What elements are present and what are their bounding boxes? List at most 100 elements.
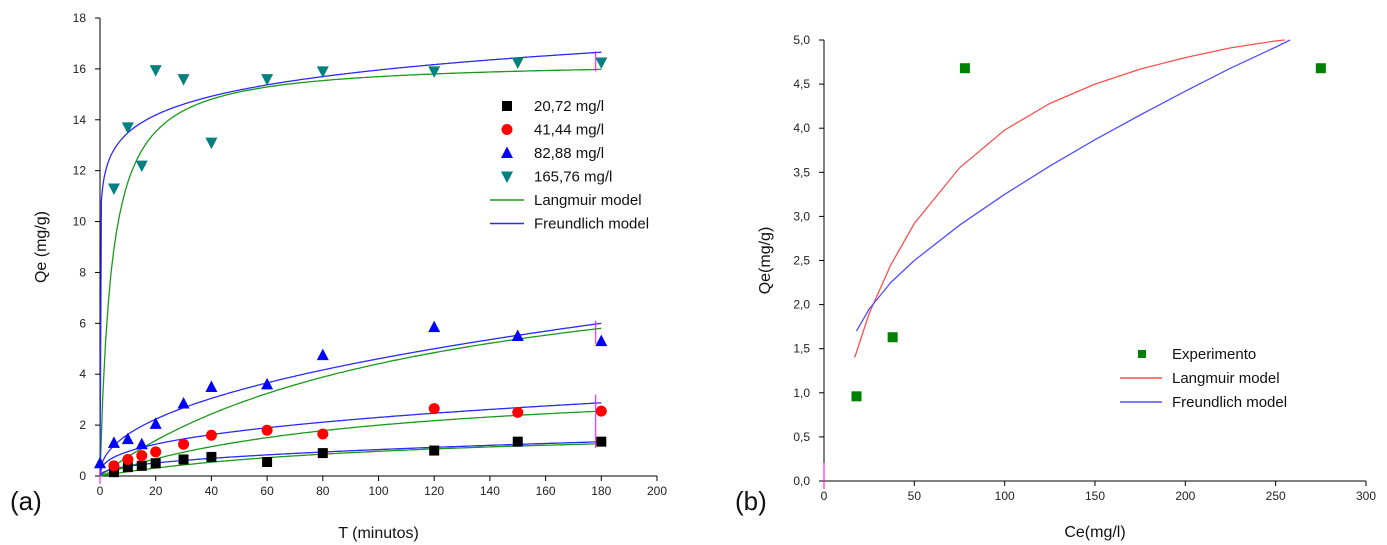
data-point	[150, 446, 162, 458]
y-axis-title: Qe(mg/g)	[757, 227, 774, 295]
data-point	[107, 183, 120, 195]
langmuir-fit-line	[99, 68, 602, 477]
data-point	[511, 57, 524, 70]
model-curve	[855, 39, 1291, 332]
legend-label: 165,76 mg/l	[534, 169, 612, 186]
data-point	[94, 456, 106, 469]
legend-label: Experimento	[1172, 346, 1256, 363]
legend-label: 41,44 mg/l	[534, 122, 604, 139]
data-point	[262, 457, 273, 468]
y-tick-label: 0	[79, 469, 86, 483]
x-tick-label: 300	[1356, 489, 1376, 503]
data-point	[205, 137, 218, 150]
data-point	[595, 334, 608, 347]
chart-panel-b: 0 50 100 150 200 250 300 0,0 0,5 1,0 1,5 2,0 2,5 3,0 3…	[757, 33, 1376, 541]
x-tick-label: 0	[821, 489, 828, 503]
data-point	[177, 74, 190, 86]
data-point	[150, 458, 161, 469]
legend-symbol	[501, 124, 513, 135]
chart-panel-a: 0 20 40 60 80 100 120 140 160 180 200 0 2 4 6 8 10 12 14 16…	[33, 11, 667, 542]
data-point	[135, 160, 148, 173]
data-point	[121, 432, 134, 445]
panel-a-label: (a)	[10, 486, 42, 516]
data-point	[108, 467, 119, 478]
legend-label: Langmuir model	[534, 192, 642, 209]
data-point	[108, 460, 120, 472]
data-point	[178, 438, 190, 450]
y-tick-label: 0,0	[793, 474, 810, 488]
y-tick-label: 10	[73, 215, 87, 229]
x-tick-label: 100	[368, 484, 388, 498]
y-tick-label: 3,0	[793, 209, 810, 223]
data-point	[959, 63, 970, 74]
legend-label: 82,88 mg/l	[534, 145, 604, 162]
x-tick-label: 160	[536, 484, 556, 498]
data-point	[135, 437, 148, 450]
y-tick-label: 3,5	[793, 165, 810, 179]
x-tick-label: 200	[647, 484, 667, 498]
data-point	[317, 448, 328, 459]
freundlich-fit-line	[99, 441, 602, 477]
y-tick-label: 4,5	[793, 77, 810, 91]
legend-label: 20,72 mg/l	[534, 98, 604, 115]
data-point	[136, 460, 147, 471]
data-point	[428, 403, 440, 415]
data-point	[595, 405, 607, 417]
data-point	[206, 451, 217, 462]
data-point	[178, 454, 189, 465]
y-tick-label: 6	[79, 316, 86, 330]
data-point	[316, 66, 329, 78]
legend-label: Freundlich model	[534, 216, 649, 233]
legend-symbol	[1138, 350, 1146, 358]
data-point	[261, 74, 274, 86]
data-point	[149, 65, 162, 77]
data-point	[122, 453, 134, 465]
data-point	[261, 424, 273, 436]
y-tick-label: 1,5	[793, 342, 810, 356]
data-point	[428, 320, 441, 333]
data-point	[596, 436, 607, 447]
x-axis-title: T (minutos)	[338, 525, 419, 542]
y-tick-label: 8	[79, 265, 86, 279]
y-tick-label: 16	[73, 62, 87, 76]
x-tick-label: 250	[1266, 489, 1286, 503]
y-tick-label: 1,0	[793, 386, 810, 400]
data-point	[121, 122, 134, 134]
y-tick-label: 2,0	[793, 298, 810, 312]
legend-label: Langmuir model	[1172, 370, 1280, 387]
x-tick-label: 100	[995, 489, 1015, 503]
y-tick-label: 12	[73, 164, 87, 178]
legend-symbol	[502, 101, 512, 111]
data-point	[136, 450, 148, 462]
x-tick-label: 150	[1085, 489, 1105, 503]
y-axis-title: Qe (mg/g)	[33, 211, 50, 283]
data-point	[512, 406, 524, 418]
y-tick-label: 14	[73, 113, 87, 127]
legend-symbol	[501, 146, 513, 158]
y-tick-label: 5,0	[793, 33, 810, 47]
x-tick-label: 0	[97, 484, 104, 498]
data-point	[887, 332, 898, 343]
data-point	[595, 57, 608, 70]
y-tick-label: 4,0	[793, 121, 810, 135]
model-curve	[854, 39, 1285, 358]
data-point	[122, 462, 133, 473]
data-point	[851, 391, 862, 402]
data-point	[316, 348, 329, 361]
legend-symbol	[501, 171, 513, 183]
y-tick-label: 2	[79, 418, 86, 432]
x-tick-label: 120	[424, 484, 444, 498]
panel-b-label: (b)	[735, 486, 767, 516]
y-tick-label: 4	[79, 367, 86, 381]
y-tick-label: 18	[73, 11, 87, 25]
data-point	[429, 445, 440, 456]
x-tick-label: 80	[316, 484, 330, 498]
data-point	[428, 66, 441, 78]
data-point	[511, 329, 524, 342]
data-point	[205, 429, 217, 441]
x-axis-title: Ce(mg/l)	[1064, 524, 1125, 541]
x-tick-label: 20	[149, 484, 163, 498]
data-point	[317, 428, 329, 440]
langmuir-fit-line	[99, 443, 602, 477]
